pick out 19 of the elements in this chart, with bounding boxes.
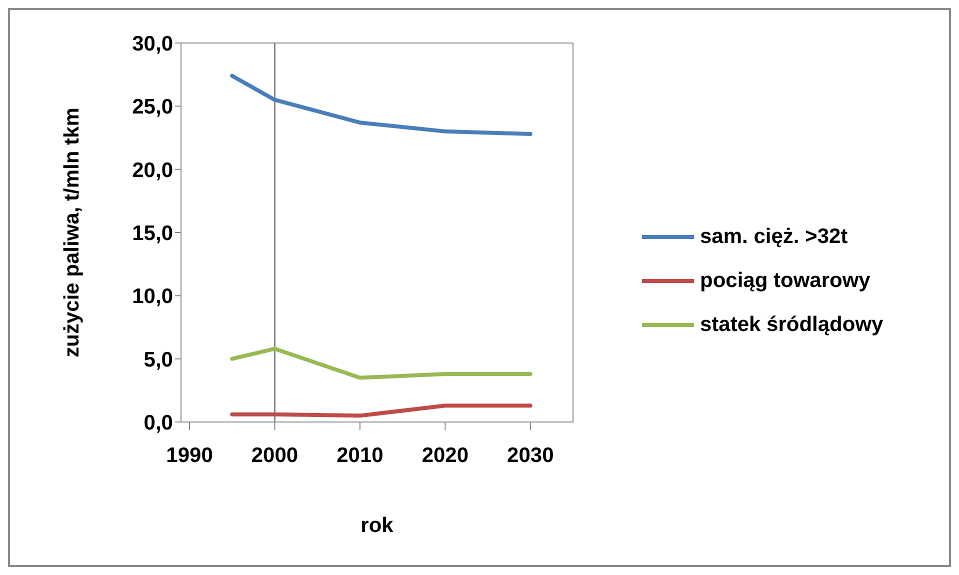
- y-tick-label: 5,0: [144, 348, 173, 372]
- y-tick-label: 20,0: [132, 158, 173, 182]
- x-tick-label: 2020: [422, 444, 469, 467]
- y-axis-title: zużycie paliwa, t/mln tkm: [60, 108, 84, 358]
- x-tick-label: 2010: [336, 444, 384, 467]
- x-tick-label: 2000: [251, 444, 298, 467]
- y-tick-label: 30,0: [132, 32, 173, 56]
- x-tick-label: 2030: [507, 444, 554, 467]
- line-series: [230, 346, 532, 380]
- legend-label: statek śródlądowy: [700, 313, 884, 337]
- legend-label: sam. cięż. >32t: [700, 225, 848, 249]
- line-series: [230, 74, 532, 136]
- x-axis-title: rok: [360, 514, 394, 537]
- legend-label: pociąg towarowy: [700, 269, 870, 293]
- y-tick-label: 25,0: [132, 96, 173, 119]
- y-tick-label: 15,0: [132, 222, 173, 245]
- y-tick-label: 10,0: [132, 285, 173, 308]
- x-tick-label: 1990: [166, 444, 213, 467]
- y-tick-label: 0,0: [144, 411, 173, 434]
